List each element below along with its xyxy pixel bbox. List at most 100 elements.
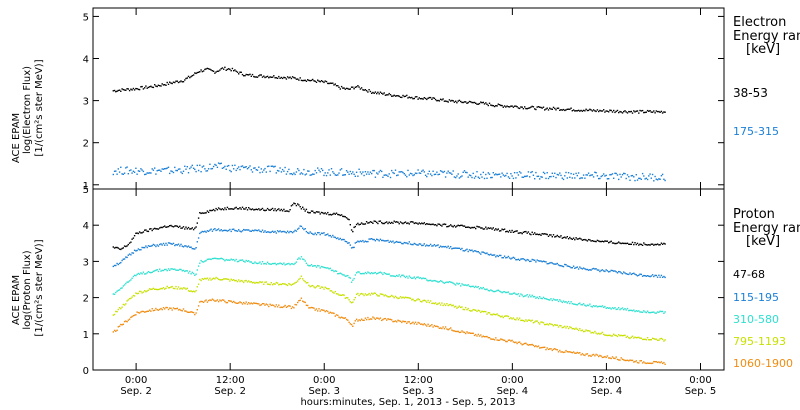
electron-data-point [207, 68, 210, 70]
proton-data-point [238, 229, 240, 231]
proton-data-point [268, 209, 270, 211]
proton-data-point [194, 313, 196, 316]
electron-data-point [243, 75, 245, 77]
proton-data-point [309, 212, 311, 214]
proton-data-point [457, 283, 459, 285]
electron-data-point [239, 168, 241, 171]
electron-data-point [317, 79, 319, 81]
proton-data-point [293, 283, 295, 285]
proton-data-point [481, 251, 483, 253]
proton-data-point [649, 312, 651, 314]
electron-data-point [552, 106, 555, 109]
proton-data-point [503, 315, 506, 317]
proton-data-point [497, 255, 499, 258]
proton-data-point [192, 290, 195, 292]
proton-data-point [339, 272, 341, 274]
proton-data-point [330, 236, 333, 238]
proton-data-point [223, 229, 225, 232]
electron-data-point [660, 110, 663, 113]
proton-data-point [185, 226, 187, 228]
electron-data-point [579, 110, 581, 112]
proton-data-point [569, 302, 571, 305]
electron-data-point [274, 165, 276, 168]
proton-data-point [621, 242, 624, 244]
electron-data-point [577, 109, 580, 112]
proton-data-point [123, 258, 126, 260]
proton-data-point [174, 225, 176, 227]
proton-data-point [619, 359, 621, 361]
electron-data-point [401, 171, 403, 173]
proton-data-point [388, 221, 390, 223]
proton-data-point [550, 261, 552, 264]
proton-data-point [156, 288, 158, 291]
proton-data-point [554, 324, 556, 326]
electron-data-point [363, 89, 365, 91]
proton-data-point [651, 362, 654, 364]
proton-data-point [298, 300, 300, 302]
proton-data-point [137, 272, 140, 275]
proton-data-point [364, 317, 367, 319]
proton-legend-entry: 795-1193 [733, 335, 786, 348]
electron-data-point [344, 88, 346, 90]
proton-data-point [624, 359, 626, 362]
electron-data-point [436, 171, 438, 173]
electron-data-point [308, 170, 310, 172]
proton-data-point [631, 335, 634, 337]
electron-data-point [639, 177, 641, 180]
proton-data-point [389, 240, 392, 242]
electron-data-point [590, 174, 592, 176]
proton-data-point [493, 254, 496, 256]
electron-data-point [374, 176, 377, 178]
electron-data-point [396, 174, 398, 177]
proton-data-point [138, 273, 141, 275]
proton-data-point [323, 288, 325, 290]
proton-data-point [362, 223, 364, 225]
proton-data-point [219, 258, 221, 260]
proton-data-point [646, 244, 649, 246]
electron-data-point [434, 173, 437, 175]
proton-data-point [116, 262, 118, 265]
proton-data-point [340, 214, 343, 216]
proton-data-point [132, 294, 135, 297]
proton-data-point [184, 270, 186, 273]
proton-data-point [540, 260, 542, 262]
proton-data-point [170, 307, 172, 309]
electron-data-point [382, 93, 384, 95]
proton-data-point [156, 269, 158, 271]
proton-data-point [408, 321, 410, 323]
electron-data-point [416, 96, 418, 98]
electron-data-point [185, 77, 187, 80]
proton-data-point [641, 275, 644, 277]
proton-data-point [354, 225, 356, 228]
proton-data-point [209, 229, 211, 231]
proton-data-point [614, 334, 616, 336]
proton-data-point [318, 285, 320, 287]
proton-data-point [226, 278, 229, 280]
proton-data-point [269, 231, 271, 234]
proton-data-point [591, 306, 594, 308]
proton-data-point [529, 233, 531, 235]
proton-data-point [223, 278, 225, 280]
electron-data-point [268, 77, 270, 79]
electron-data-point [245, 73, 247, 76]
proton-data-point [338, 214, 340, 216]
proton-data-point [600, 305, 602, 308]
proton-data-point [403, 222, 405, 224]
electron-data-point [401, 96, 403, 99]
proton-data-point [447, 225, 449, 228]
proton-data-point [655, 312, 657, 314]
electron-data-point [623, 110, 625, 113]
proton-data-point [567, 238, 570, 240]
electron-data-point [187, 75, 190, 78]
electron-data-point [480, 101, 482, 103]
proton-data-point [154, 244, 156, 246]
proton-data-point [429, 243, 432, 246]
proton-data-point [205, 299, 207, 301]
proton-data-point [544, 323, 546, 326]
proton-data-point [155, 269, 157, 271]
proton-data-point [658, 339, 660, 341]
electron-data-point [493, 105, 496, 108]
proton-data-point [204, 277, 206, 280]
proton-data-point [540, 321, 542, 323]
proton-data-point [513, 230, 516, 233]
